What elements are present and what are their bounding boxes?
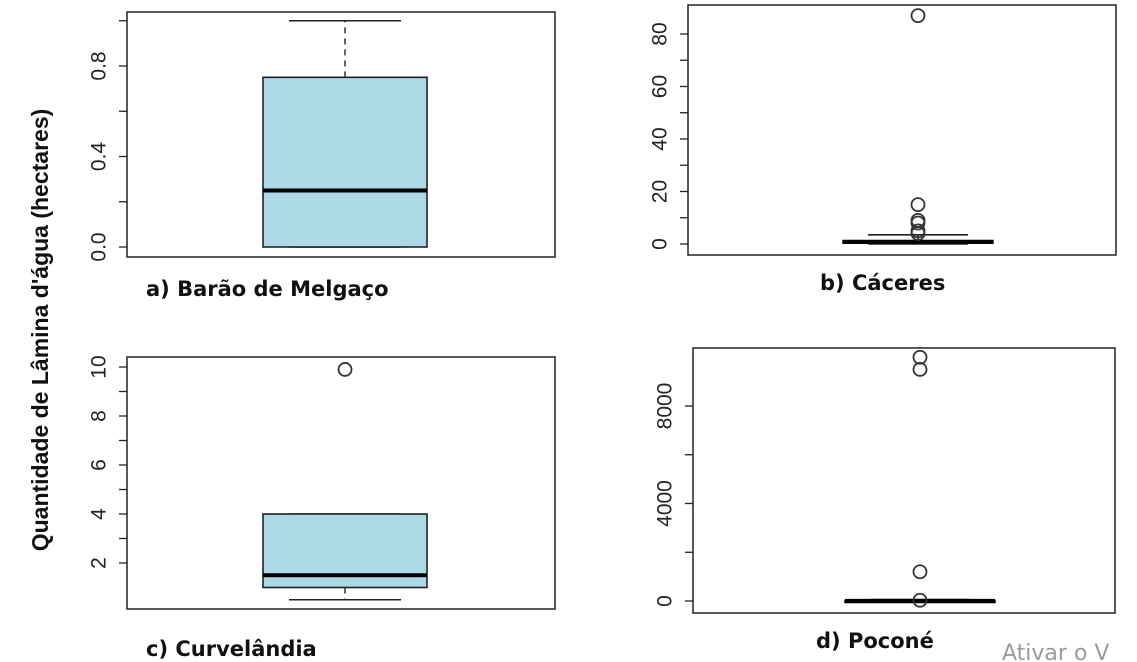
y-axis: 0.0 0.4 0.8: [88, 20, 127, 262]
y-tick-label: 80: [649, 22, 672, 45]
y-tick-label: 40: [649, 127, 672, 150]
y-tick-label: 10: [88, 355, 111, 378]
boxplot: [262, 362, 428, 601]
panel-caption: a) Barão de Melgaço: [146, 277, 389, 301]
y-tick-label: 6: [88, 459, 111, 471]
panel-a: 0.0 0.4 0.8 a) Barão de Melgaço: [88, 11, 556, 301]
watermark: Ativar o V: [1002, 641, 1109, 662]
plot-frame: [126, 11, 556, 258]
panel-caption: d) Poconé: [816, 629, 934, 653]
plot-frame: [692, 347, 1116, 614]
boxplot: [262, 19, 428, 248]
panel-c: 2 4 6 8 10 c) Curvelândia: [88, 355, 556, 661]
outlier-point: [912, 349, 928, 365]
boxplot: [844, 349, 996, 608]
y-axis: 2 4 6 8 10: [88, 355, 127, 569]
outlier-point: [910, 8, 926, 24]
outlier-point: [910, 197, 926, 213]
outlier-point: [912, 362, 928, 377]
panel-d: 0 4000 8000 d) Poconé: [654, 347, 1116, 653]
y-tick-label: 20: [649, 180, 672, 203]
y-axis-label: Quantidade de Lâmina d'água (hectares): [27, 109, 53, 552]
y-tick-label: 60: [649, 75, 672, 98]
y-tick-label: 0: [654, 595, 677, 607]
plot-frame: [687, 4, 1117, 256]
y-axis: 0 4000 8000: [654, 383, 693, 607]
plot-frame: [126, 356, 556, 610]
outlier-point: [910, 223, 926, 239]
outlier-point: [912, 564, 928, 580]
y-tick-label: 4: [88, 508, 111, 520]
boxplot: [842, 8, 994, 245]
y-tick-label: 4000: [654, 480, 677, 527]
y-tick-label: 0.0: [88, 232, 111, 261]
y-tick-label: 8: [88, 410, 111, 422]
y-tick-label: 0.8: [88, 51, 111, 80]
y-axis: 0 20 40 60 80: [649, 22, 688, 250]
outlier-point: [910, 212, 926, 228]
y-tick-label: 2: [88, 557, 111, 569]
y-tick-label: 0.4: [88, 142, 111, 172]
outlier-point: [912, 592, 928, 608]
y-tick-label: 8000: [654, 383, 677, 430]
box-iqr: [262, 76, 428, 248]
panel-caption: b) Cáceres: [820, 271, 945, 295]
panel-b: 0 20 40 60 80 b) Cáceres: [649, 4, 1117, 295]
y-tick-label: 0: [649, 238, 672, 250]
outlier-point: [337, 362, 353, 377]
panel-caption: c) Curvelândia: [146, 637, 317, 661]
